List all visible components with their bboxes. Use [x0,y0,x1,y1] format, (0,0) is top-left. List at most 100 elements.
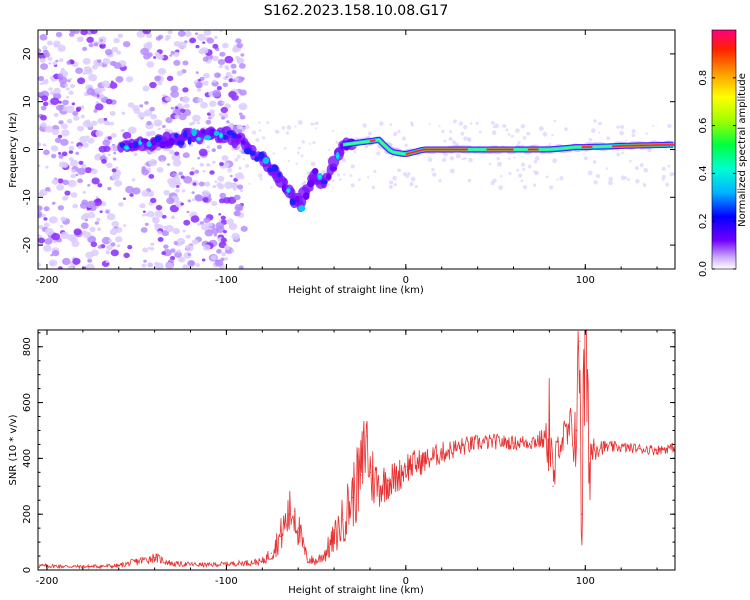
noise-speckle [96,217,101,222]
noise-speckle [221,251,227,257]
noise-speckle [189,171,195,176]
noise-speckle [520,162,526,167]
noise-speckle [195,71,199,74]
noise-speckle [201,190,210,197]
snr-point [548,418,550,420]
noise-speckle [222,42,229,49]
noise-speckle [43,244,52,252]
noise-speckle [212,43,219,49]
noise-speckle [116,50,122,55]
noise-speckle [194,32,199,36]
noise-speckle [209,109,215,114]
noise-speckle [131,187,141,195]
snr-point [360,474,362,476]
noise-speckle [84,218,88,222]
noise-speckle [53,87,61,94]
noise-speckle [216,182,223,188]
noise-speckle [490,181,495,186]
noise-speckle [189,37,197,44]
noise-speckle [139,203,146,209]
colorbar-tick-label: 0.0 [698,261,709,277]
noise-speckle [78,160,84,165]
noise-speckle [231,232,240,240]
noise-speckle [84,167,92,174]
noise-speckle [661,174,666,179]
noise-speckle [428,123,431,126]
noise-speckle [176,70,184,77]
colorbar-tick-label: 0.2 [698,213,709,229]
y-tick-label: 600 [22,393,33,412]
noise-speckle [174,251,182,258]
noise-speckle [455,153,461,159]
noise-speckle [274,129,280,134]
noise-speckle [534,156,540,161]
noise-speckle [165,96,172,102]
noise-speckle [121,111,126,115]
ridge-hot-center [405,149,468,155]
noise-speckle [516,168,519,172]
noise-speckle [176,249,181,253]
noise-speckle [43,222,50,228]
noise-speckle [143,109,153,117]
noise-speckle [315,121,319,125]
noise-speckle [297,119,303,125]
noise-speckle [389,123,393,126]
snr-background [38,330,675,570]
noise-speckle [191,121,196,125]
noise-speckle [220,106,229,114]
noise-speckle [219,51,226,57]
noise-speckle [230,249,235,253]
noise-speckle [42,143,47,147]
noise-speckle [238,166,242,170]
ridge-blob [249,150,256,156]
noise-speckle [228,78,234,83]
noise-speckle [239,126,243,130]
noise-speckle [153,56,157,59]
noise-speckle [102,139,111,147]
noise-speckle [146,120,152,126]
noise-speckle [182,87,189,93]
noise-speckle [195,262,201,268]
noise-speckle [154,210,164,218]
noise-speckle [47,56,53,61]
noise-speckle [52,61,57,66]
ridge-blob [187,136,192,145]
noise-speckle [165,37,170,41]
noise-speckle [590,128,596,133]
noise-speckle [205,119,212,125]
ridge-blob [128,142,135,149]
noise-speckle [234,203,244,212]
noise-speckle [508,171,512,175]
snr-point [477,442,479,444]
noise-speckle [315,127,318,130]
noise-speckle [58,47,62,51]
noise-speckle [211,160,216,164]
noise-speckle [82,46,88,51]
noise-speckle [200,223,210,231]
noise-speckle [178,171,183,176]
noise-speckle [353,150,357,154]
noise-speckle [286,125,292,130]
noise-speckle [535,170,539,175]
noise-speckle [105,98,113,105]
snr-point [396,477,398,479]
snr-panel: -200 -100 0 100 0 200 400 600 800 Height of stra… [8,329,676,596]
noise-speckle [51,232,61,241]
y-tick-label: 10 [22,95,33,108]
noise-speckle [115,166,119,170]
noise-speckle [107,136,112,140]
noise-speckle [98,145,107,153]
noise-speckle [178,256,186,263]
noise-speckle [57,266,63,269]
noise-speckle [202,197,209,203]
noise-speckle [259,177,263,181]
noise-speckle [72,110,79,116]
noise-speckle [123,197,126,200]
noise-speckle [251,130,257,135]
noise-speckle [144,100,149,105]
noise-speckle [48,62,52,65]
noise-speckle [502,123,507,128]
y-tick-label: 0 [22,146,33,152]
noise-speckle [219,30,223,33]
noise-speckle [371,185,376,190]
